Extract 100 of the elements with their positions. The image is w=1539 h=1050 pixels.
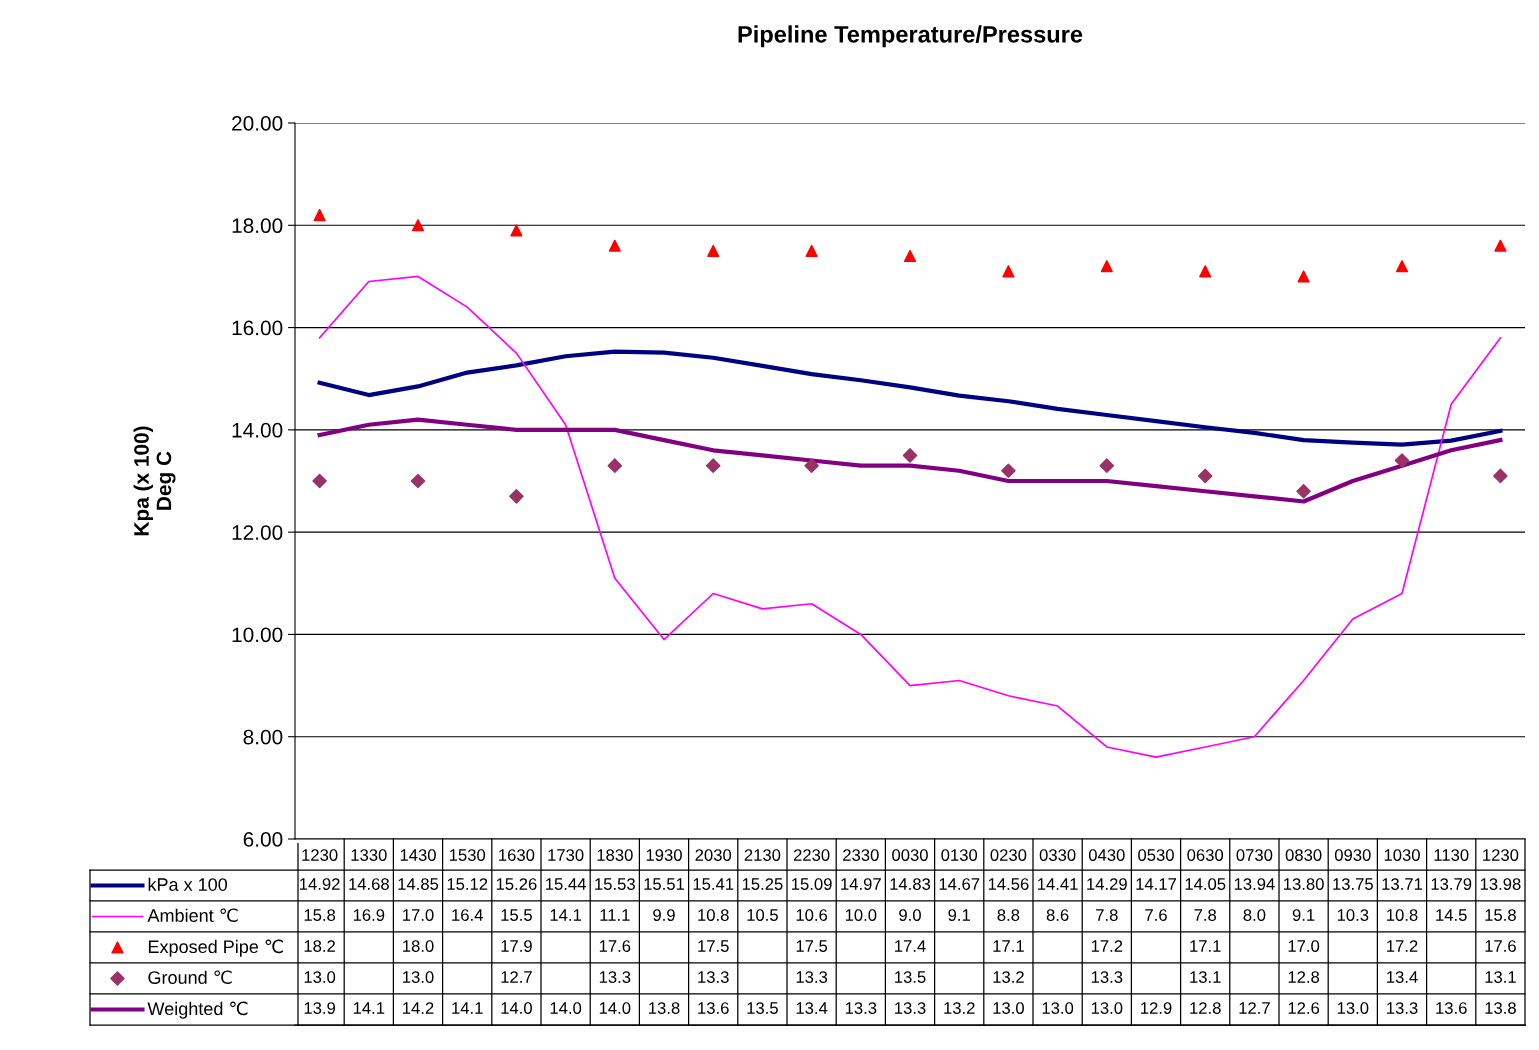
data-label: 15.5 bbox=[501, 909, 532, 921]
data-label: 10.0 bbox=[845, 909, 877, 921]
x-tick-label: 0630 bbox=[1187, 849, 1224, 861]
legend-label: Ambient ℃ bbox=[147, 908, 238, 923]
point bbox=[1297, 270, 1310, 283]
data-label: 15.25 bbox=[742, 878, 783, 890]
data-label: 13.5 bbox=[895, 971, 926, 983]
point bbox=[804, 458, 819, 473]
line-series bbox=[318, 275, 1502, 759]
y-tick-label: 14.00 bbox=[232, 422, 283, 438]
y-tick-label: 12.00 bbox=[232, 525, 283, 540]
x-tick-label: 0730 bbox=[1236, 849, 1273, 861]
data-label: 14.68 bbox=[349, 878, 389, 890]
point bbox=[608, 239, 621, 252]
data-label: 14.67 bbox=[939, 878, 980, 890]
point bbox=[707, 244, 720, 257]
data-label: 7.8 bbox=[1194, 909, 1217, 921]
data-label: 14.1 bbox=[353, 1002, 385, 1014]
point bbox=[705, 458, 721, 473]
data-label: 15.8 bbox=[304, 909, 336, 921]
data-label: 13.71 bbox=[1382, 878, 1423, 890]
data-label: 15.41 bbox=[693, 878, 734, 890]
chart-title: Pipeline Temperature/Pressure bbox=[738, 25, 1083, 48]
y-tick-label: 6.00 bbox=[243, 832, 283, 847]
x-tick-label: 1230 bbox=[302, 849, 338, 861]
data-label: 14.92 bbox=[300, 878, 340, 890]
data-label: 13.3 bbox=[1091, 971, 1123, 983]
point bbox=[1197, 468, 1213, 484]
point bbox=[510, 224, 523, 237]
data-label: 9.1 bbox=[1292, 909, 1315, 921]
data-label: 12.9 bbox=[1141, 1002, 1172, 1014]
data-label: 15.09 bbox=[792, 878, 832, 890]
legend-label: kPa x 100 bbox=[148, 877, 228, 891]
y-axis-title: Kpa (x 100) Deg C bbox=[133, 426, 176, 536]
data-label: 10.6 bbox=[796, 909, 828, 921]
data-label: 13.98 bbox=[1480, 878, 1521, 890]
point bbox=[607, 458, 623, 473]
data-label: 13.75 bbox=[1333, 878, 1373, 890]
x-tick-label: 0430 bbox=[1088, 849, 1125, 861]
point bbox=[1394, 453, 1410, 468]
legend-label: Weighted ℃ bbox=[147, 1001, 248, 1019]
data-label: 17.2 bbox=[1091, 940, 1123, 952]
data-label: 13.6 bbox=[698, 1002, 729, 1014]
data-label: 13.4 bbox=[1387, 971, 1418, 983]
x-tick-label: 0930 bbox=[1334, 849, 1371, 861]
x-tick-label: 0030 bbox=[892, 849, 928, 861]
data-label: 14.5 bbox=[1436, 909, 1467, 921]
data-label: 13.0 bbox=[1042, 1002, 1074, 1014]
point bbox=[903, 249, 917, 263]
x-tick-label: 1930 bbox=[646, 849, 682, 861]
x-tick-label: 2130 bbox=[744, 849, 781, 861]
data-label: 15.53 bbox=[595, 878, 635, 890]
data-label: 12.7 bbox=[1239, 1002, 1270, 1014]
data-label: 17.5 bbox=[698, 940, 729, 952]
data-label: 17.6 bbox=[599, 940, 631, 952]
data-label: 13.3 bbox=[1387, 1002, 1418, 1014]
data-label: 17.5 bbox=[796, 940, 828, 952]
x-tick-label: 1530 bbox=[449, 849, 486, 861]
x-tick-label: 2030 bbox=[695, 849, 732, 861]
x-tick-label: 2330 bbox=[843, 849, 879, 861]
point bbox=[312, 473, 327, 489]
point bbox=[1296, 483, 1311, 499]
y-tick-label: 8.00 bbox=[243, 729, 283, 745]
data-label: 13.3 bbox=[895, 1002, 926, 1014]
data-label: 13.1 bbox=[1190, 971, 1221, 983]
data-label: 17.9 bbox=[501, 940, 532, 952]
data-label: 13.80 bbox=[1284, 878, 1324, 890]
data-label: 13.79 bbox=[1431, 878, 1472, 890]
y-tick-label: 20.00 bbox=[232, 116, 283, 131]
point bbox=[902, 448, 918, 463]
data-label: 14.29 bbox=[1087, 878, 1127, 890]
x-tick-label: 2230 bbox=[793, 849, 830, 861]
x-tick-label: 0330 bbox=[1039, 849, 1076, 861]
x-tick-label: 1730 bbox=[548, 849, 584, 861]
point bbox=[805, 244, 818, 257]
data-label: 9.9 bbox=[653, 909, 675, 921]
point bbox=[1199, 265, 1212, 278]
data-label: 13.94 bbox=[1234, 878, 1275, 890]
data-label: 13.2 bbox=[993, 971, 1024, 983]
data-label: 17.1 bbox=[1190, 940, 1221, 952]
x-tick-label: 0530 bbox=[1138, 849, 1174, 861]
data-label: 14.05 bbox=[1185, 878, 1226, 890]
data-label: 12.6 bbox=[1288, 1002, 1320, 1014]
x-tick-label: 1630 bbox=[499, 849, 535, 861]
x-tick-label: 0830 bbox=[1285, 849, 1322, 861]
x-tick-label: 0130 bbox=[941, 849, 978, 861]
data-label: 17.6 bbox=[1485, 940, 1516, 952]
data-label: 15.51 bbox=[644, 878, 685, 890]
data-label: 13.0 bbox=[304, 971, 336, 983]
data-label: 12.7 bbox=[501, 971, 532, 983]
data-label: 18.2 bbox=[304, 940, 335, 952]
legend-label: Exposed Pipe ℃ bbox=[148, 939, 283, 957]
data-label: 14.85 bbox=[398, 878, 439, 890]
data-label: 15.26 bbox=[496, 878, 537, 890]
y-tick-label: 16.00 bbox=[232, 320, 283, 336]
data-label: 16.4 bbox=[452, 909, 483, 921]
data-label: 14.0 bbox=[501, 1002, 532, 1014]
data-label: 14.41 bbox=[1038, 878, 1078, 890]
data-label: 13.0 bbox=[403, 971, 434, 983]
data-label: 13.0 bbox=[1337, 1002, 1369, 1014]
